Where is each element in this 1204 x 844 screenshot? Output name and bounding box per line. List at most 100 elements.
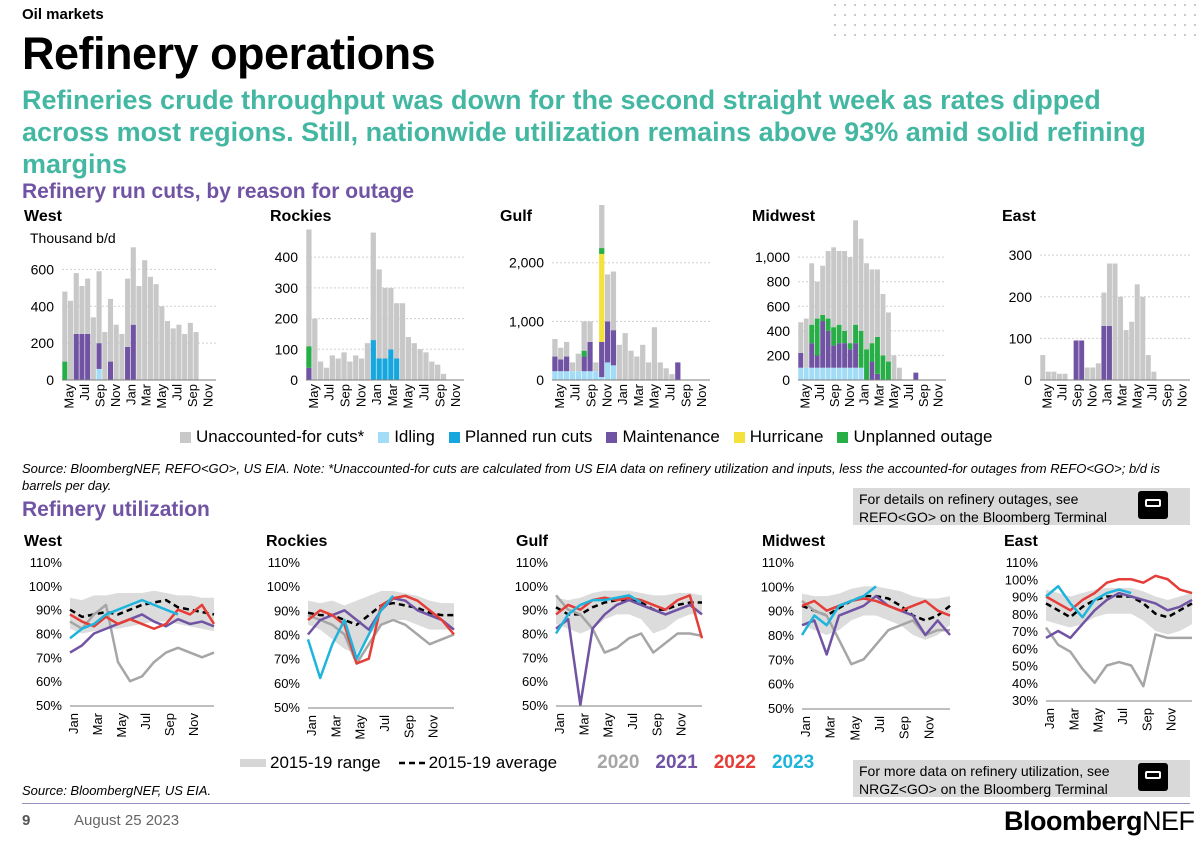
bar-segment — [847, 367, 853, 380]
bar-segment — [836, 343, 842, 368]
y-tick-label: 200 — [275, 311, 299, 327]
y-tick-label: 70% — [1012, 624, 1038, 639]
x-tick-label: Nov — [186, 713, 201, 737]
y-tick-label: 100% — [267, 579, 301, 594]
x-tick-label: Jan — [1100, 384, 1115, 405]
bar-segment — [429, 361, 435, 380]
x-tick-label: Mar — [871, 383, 886, 406]
y-tick-label: 100% — [1005, 572, 1039, 587]
bar-segment — [880, 355, 886, 380]
bar-segment — [382, 287, 388, 359]
bar-segment — [610, 330, 617, 366]
bar-segment — [896, 367, 902, 380]
line-2021 — [69, 613, 215, 654]
x-tick-label: Sep — [162, 713, 177, 736]
bar-segment — [358, 358, 365, 380]
y-tick-label: 800 — [767, 274, 791, 290]
x-tick-label: Jul — [663, 384, 678, 401]
bar-segment — [62, 361, 68, 380]
legend-swatch — [837, 431, 849, 443]
nrgz-info-box[interactable]: For more data on refinery utilization, s… — [853, 760, 1190, 797]
bloomberg-terminal-icon[interactable] — [1138, 763, 1168, 791]
bar-segment — [886, 361, 891, 380]
x-tick-label: Sep — [649, 713, 664, 736]
line-2023 — [554, 594, 642, 635]
y-tick-label: 90% — [36, 603, 62, 618]
bar-segment — [85, 278, 91, 334]
bar-segment — [814, 281, 820, 319]
y-tick-label: 0 — [290, 372, 298, 388]
bar-segment — [399, 303, 406, 380]
line-2021 — [555, 598, 703, 707]
bar-segment — [836, 324, 842, 344]
legend-item: Planned run cuts — [448, 427, 592, 447]
bar-segment — [411, 343, 417, 380]
bar-segment — [73, 333, 79, 380]
y-tick-label: 50% — [36, 698, 62, 713]
x-tick-label: Mar — [139, 383, 154, 406]
x-tick-label: Jan — [1042, 708, 1057, 729]
bar-segment — [130, 324, 136, 380]
bar-segment — [68, 300, 74, 380]
bar-segment — [575, 371, 581, 380]
y-tick-label: 600 — [767, 298, 791, 314]
bar-segment — [119, 333, 125, 380]
x-tick-label: May — [647, 384, 662, 409]
page-number: 9 — [22, 812, 31, 829]
bar-segment — [382, 358, 388, 380]
bar-segment — [552, 356, 558, 372]
bar-segment — [353, 355, 359, 380]
bloomberg-terminal-icon[interactable] — [1138, 491, 1168, 519]
line-2020 — [69, 603, 215, 683]
y-tick-label: 60% — [1012, 641, 1038, 656]
y-tick-label: 30% — [1012, 693, 1038, 708]
bar-segment — [599, 341, 605, 378]
x-tick-label: Nov — [108, 384, 123, 408]
legend-swatch — [733, 431, 745, 443]
bar-segment — [1084, 367, 1090, 380]
page-title: Refinery operations — [22, 28, 436, 79]
bar-segment — [107, 361, 114, 380]
average-line — [1045, 595, 1193, 619]
bar-segment — [587, 321, 593, 342]
bar-segment — [663, 368, 669, 380]
bar-segment — [558, 347, 564, 360]
bar-segment — [113, 324, 119, 380]
range-band — [1046, 587, 1192, 635]
x-tick-label: Jul — [377, 715, 392, 732]
chart-title-midwest: Midwest — [752, 208, 816, 225]
bar-segment — [651, 327, 658, 380]
bar-segment — [364, 343, 371, 380]
x-tick-label: Nov — [426, 715, 441, 739]
bar-segment — [341, 352, 347, 380]
bar-segment — [836, 367, 842, 380]
legend-2021: 2021 — [655, 752, 698, 773]
x-tick-label: Jul — [872, 716, 887, 733]
bar-segment — [836, 251, 842, 325]
bar-segment — [820, 367, 826, 380]
x-tick-label: May — [306, 384, 321, 409]
line-2023 — [306, 595, 395, 680]
bar-segment — [405, 337, 412, 380]
footer-divider — [22, 803, 1190, 804]
bar-segment — [891, 355, 897, 380]
bar-segment — [370, 232, 376, 341]
refo-info-box[interactable]: For details on refinery outages, see REF… — [853, 488, 1190, 525]
bar-segment — [130, 247, 136, 325]
bar-segment — [564, 341, 570, 357]
bar-segment — [831, 327, 837, 346]
x-tick-label: Jul — [568, 384, 583, 401]
bar-segment — [125, 346, 131, 380]
bar-segment — [814, 367, 820, 380]
bar-segment — [853, 324, 858, 344]
line-2022 — [307, 594, 455, 665]
bar-segment — [814, 318, 820, 356]
x-tick-label: Jul — [901, 384, 916, 401]
x-tick-label: Jul — [417, 384, 432, 401]
legend-item: Unplanned outage — [837, 427, 992, 447]
x-tick-label: Sep — [185, 384, 200, 407]
y-tick-label: 110% — [516, 555, 549, 570]
chart-title-east: East — [1002, 208, 1036, 225]
bar-segment — [825, 367, 831, 380]
